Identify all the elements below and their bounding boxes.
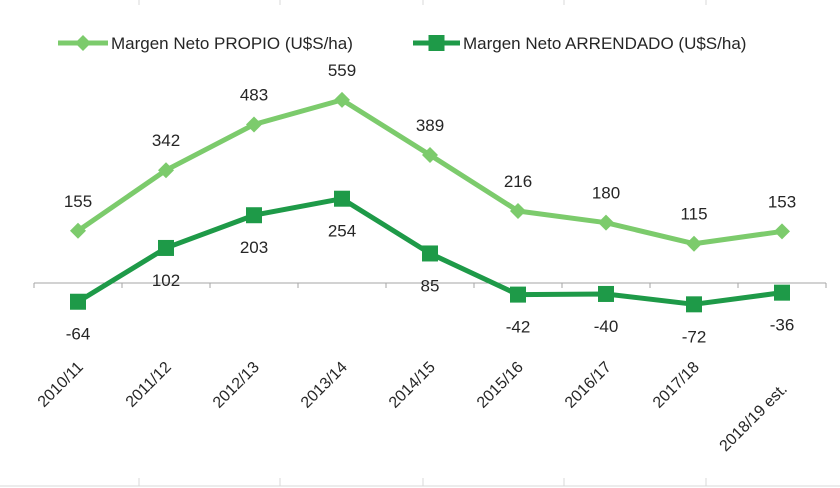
legend-label: Margen Neto ARRENDADO (U$S/ha) [463, 34, 746, 53]
x-axis-tick-labels: 2010/11 2011/12 2012/13 2013/14 2014/15 2015/… [35, 359, 791, 455]
series-propio [70, 91, 790, 252]
data-label: -64 [66, 325, 91, 344]
data-point [598, 214, 614, 231]
data-label: 483 [240, 86, 268, 105]
data-point [158, 239, 174, 256]
data-label: -40 [594, 317, 619, 336]
data-point [246, 207, 262, 224]
data-point [598, 285, 614, 302]
data-label: 203 [240, 238, 268, 257]
data-point [334, 91, 350, 108]
x-axis-ticks [33, 283, 827, 288]
legend-square-icon [428, 35, 445, 51]
data-label: 216 [504, 172, 532, 191]
data-label: 153 [768, 192, 796, 211]
x-tick-label: 2011/12 [123, 359, 175, 411]
legend-label: Margen Neto PROPIO (U$S/ha) [111, 34, 353, 53]
data-label: 254 [328, 222, 356, 241]
data-point [422, 245, 438, 262]
data-label: 180 [592, 184, 620, 203]
data-label: 155 [64, 192, 92, 211]
data-point [774, 284, 790, 301]
data-label: 85 [421, 276, 440, 295]
data-point [510, 286, 526, 303]
data-point [158, 162, 174, 179]
x-tick-label: 2015/16 [474, 359, 527, 412]
data-label: -72 [682, 327, 707, 346]
x-tick-label: 2010/11 [35, 359, 87, 411]
legend: Margen Neto PROPIO (U$S/ha) Margen Neto A… [58, 34, 746, 53]
data-label: 342 [152, 131, 180, 150]
x-tick-label: 2018/19 est. [717, 381, 791, 455]
data-label: 115 [680, 205, 707, 224]
data-point [70, 293, 86, 310]
x-tick-label: 2016/17 [562, 359, 615, 412]
data-label: -36 [770, 316, 795, 335]
legend-item-propio: Margen Neto PROPIO (U$S/ha) [58, 34, 353, 53]
data-point [246, 116, 262, 133]
data-point [774, 223, 790, 240]
data-label: 389 [416, 116, 444, 135]
data-point [70, 222, 86, 239]
data-point [686, 235, 702, 252]
series-arrendado [70, 190, 790, 313]
data-point [334, 190, 350, 207]
x-tick-label: 2013/14 [298, 359, 351, 412]
data-point [422, 146, 438, 163]
legend-diamond-icon [75, 35, 91, 51]
series-group [70, 91, 790, 313]
data-point [510, 203, 526, 220]
data-label: 102 [152, 271, 180, 290]
x-tick-label: 2012/13 [210, 359, 263, 412]
data-label: 559 [328, 61, 356, 80]
x-tick-label: 2017/18 [650, 359, 703, 412]
data-labels: 155 342 483 559 389 216 180 115 153 -64 102 203 254 8… [64, 61, 796, 346]
data-point [686, 296, 702, 313]
x-tick-label: 2014/15 [386, 359, 439, 412]
data-label: -42 [506, 318, 531, 337]
legend-item-arrendado: Margen Neto ARRENDADO (U$S/ha) [413, 34, 746, 53]
